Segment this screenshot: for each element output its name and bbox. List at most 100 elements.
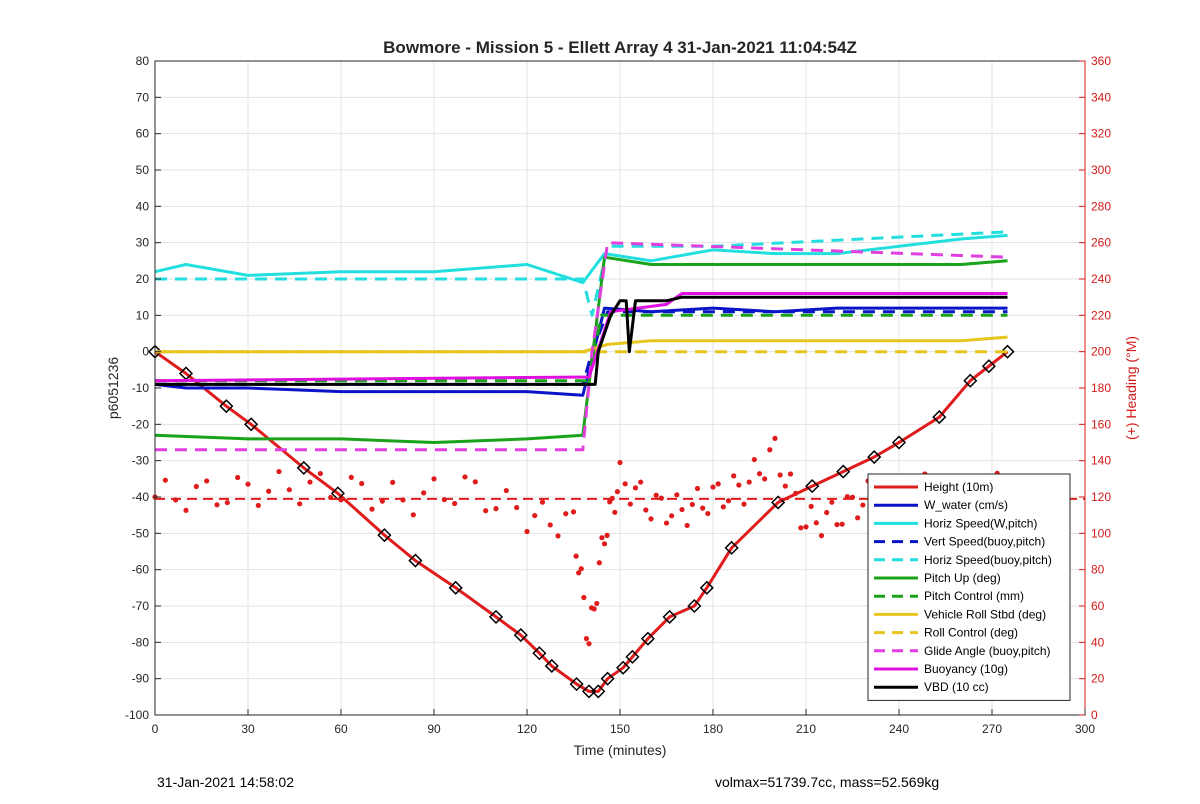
height-marker: [544, 658, 559, 674]
y2-tick-label: 40: [1091, 635, 1105, 649]
heading-point: [359, 480, 365, 487]
heading-point: [410, 512, 416, 518]
heading-point: [586, 641, 592, 647]
y-tick-label: 80: [136, 54, 150, 68]
heading-point: [255, 502, 261, 509]
heading-point: [591, 606, 597, 612]
heading-point: [400, 497, 406, 503]
heading-point: [720, 504, 726, 510]
height-marker: [932, 410, 947, 425]
y2-tick-label: 220: [1091, 308, 1111, 322]
series-pitch-up-deg: [154, 255, 1008, 444]
y2-tick-label: 60: [1091, 599, 1105, 613]
height-marker: [771, 495, 786, 510]
heading-point: [503, 487, 509, 494]
heading-point: [601, 541, 608, 547]
heading-point: [204, 478, 210, 484]
heading-point: [214, 502, 220, 508]
y-tick-label: -40: [132, 490, 150, 504]
heading-point: [224, 499, 230, 506]
heading-point: [756, 471, 763, 477]
heading-point: [594, 600, 600, 607]
heading-point: [705, 510, 711, 517]
height-marker: [600, 671, 615, 686]
heading-point: [725, 498, 732, 504]
legend-entry: W_water (cm/s): [924, 498, 1008, 512]
chart-title: Bowmore - Mission 5 - Ellett Array 4 31-…: [383, 38, 857, 57]
y-tick-label: -10: [132, 381, 150, 395]
heading-point: [632, 485, 639, 491]
heading-point: [390, 479, 396, 485]
heading-point: [710, 484, 716, 490]
heading-point: [798, 525, 804, 531]
y-axis-label: p6051236: [105, 357, 121, 420]
y2-tick-label: 340: [1091, 90, 1111, 104]
heading-point: [741, 501, 747, 507]
heading-point: [596, 560, 602, 566]
heading-point: [643, 507, 649, 513]
y2-tick-label: 200: [1091, 345, 1111, 359]
heading-point: [317, 470, 323, 477]
right-axis-ticks: 0 20 40 60 80 100 120 140 160 180 200 220 240 260 280 3…: [1079, 54, 1111, 722]
y2-tick-label: 160: [1091, 417, 1111, 431]
height-marker: [488, 609, 504, 624]
heading-point: [627, 501, 633, 507]
heading-point: [617, 459, 623, 466]
y-tick-label: 60: [136, 127, 150, 141]
y2-tick-label: 300: [1091, 163, 1111, 177]
x-tick-label: 60: [334, 722, 348, 736]
heading-point: [483, 508, 489, 514]
heading-point: [772, 435, 778, 441]
left-axis-ticks: -100-90-80-70-60-50-40-30-20-10010203040…: [125, 54, 161, 722]
legend-entry: VBD (10 cc): [924, 680, 989, 694]
heading-point: [576, 570, 582, 576]
height-marker: [640, 631, 655, 646]
heading-point: [736, 482, 742, 488]
y-tick-label: -100: [125, 708, 149, 722]
y2-tick-label: 100: [1091, 526, 1111, 540]
heading-point: [793, 490, 799, 496]
heading-point: [700, 505, 706, 511]
x-tick-label: 90: [427, 722, 441, 736]
y2-tick-label: 240: [1091, 272, 1111, 286]
heading-point: [777, 472, 783, 478]
y-tick-label: 40: [136, 199, 150, 213]
legend: Height (10m) W_water (cm/s) Horiz Speed(W,…: [867, 473, 1071, 701]
heading-point: [782, 483, 788, 489]
x-axis-label: Time (minutes): [574, 742, 667, 758]
legend-entry: Pitch Control (mm): [924, 589, 1024, 603]
heading-point: [276, 468, 282, 475]
series-buoyancy-10g: [154, 292, 1008, 383]
heading-point: [472, 479, 478, 485]
y-tick-label: -90: [132, 672, 150, 686]
x-tick-label: 150: [610, 722, 630, 736]
heading-point: [824, 509, 830, 516]
height-marker: [377, 528, 392, 543]
heading-point: [834, 521, 840, 528]
y2-tick-label: 320: [1091, 127, 1111, 141]
heading-point: [762, 476, 768, 482]
heading-point: [421, 490, 427, 496]
heading-point: [379, 498, 385, 504]
series-vbd-10-cc: [155, 295, 1008, 386]
heading-point: [462, 474, 468, 480]
heading-point: [648, 516, 654, 522]
heading-point: [452, 500, 458, 507]
heading-point: [369, 506, 375, 512]
heading-point: [599, 535, 605, 541]
footer-stats: volmax=51739.7cc, mass=52.569kg: [715, 774, 940, 790]
heading-point: [684, 522, 690, 529]
legend-entry: Glide Angle (buoy,pitch): [924, 644, 1051, 658]
heading-point: [555, 533, 561, 539]
heading-point: [493, 506, 499, 512]
heading-point: [663, 520, 670, 526]
y2-tick-label: 140: [1091, 454, 1111, 468]
heading-point: [839, 521, 845, 527]
heading-point: [689, 501, 695, 508]
height-marker: [296, 460, 311, 475]
height-marker: [662, 609, 677, 624]
height-marker: [616, 660, 631, 675]
height-marker: [448, 580, 463, 595]
heading-point: [808, 503, 814, 509]
height-marker: [219, 399, 234, 414]
